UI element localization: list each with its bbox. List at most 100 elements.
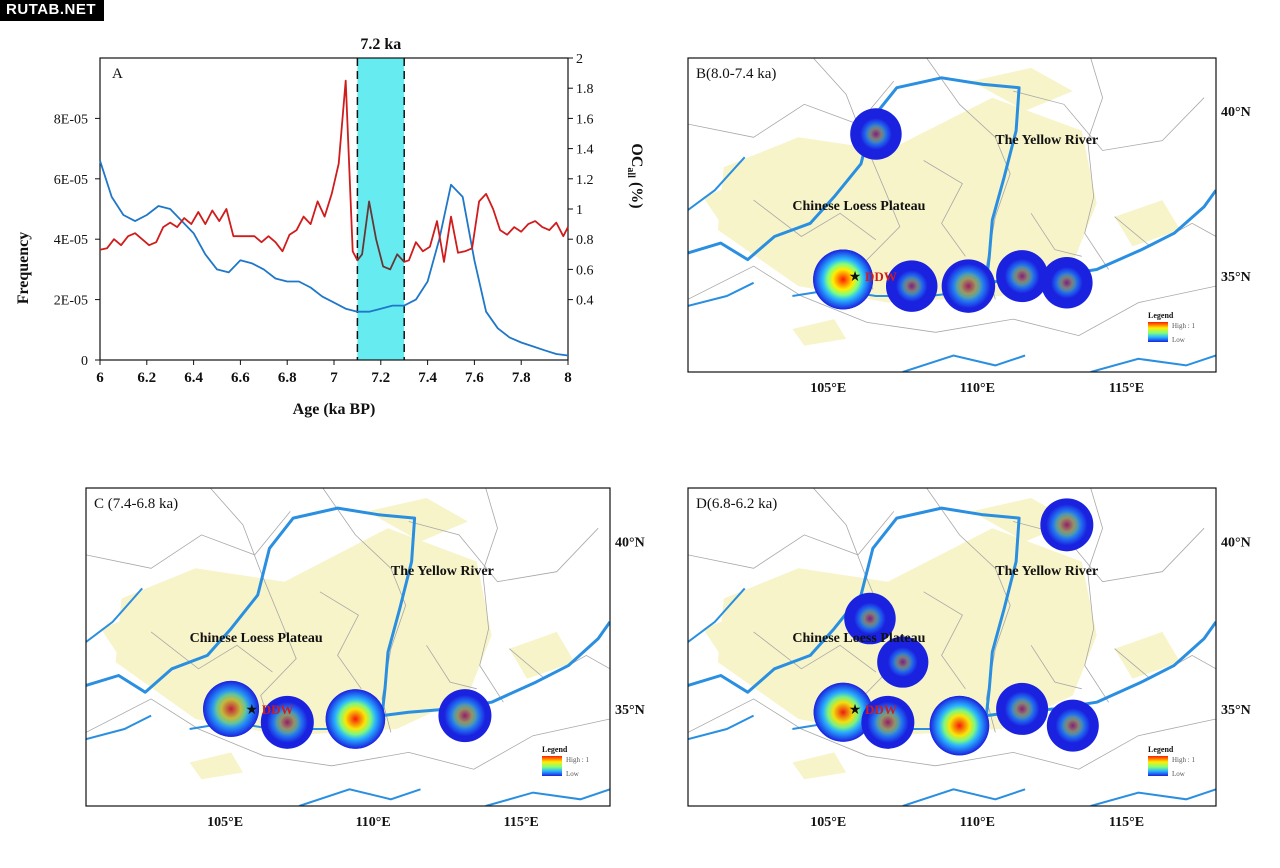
x-tick-label: 8	[564, 370, 572, 386]
x-axis-label: Age (ka BP)	[293, 401, 376, 418]
oc-line-band-segment	[356, 201, 405, 271]
map-body: ★ DDW The Yellow River Chinese Loess Platea…	[688, 58, 1216, 372]
border-line	[408, 521, 599, 583]
border-line	[753, 631, 877, 673]
yellow-river	[688, 76, 1216, 285]
lon-tick-label: 110°E	[960, 815, 995, 830]
river-tributary	[86, 587, 143, 643]
river-tributary	[688, 587, 746, 643]
y-tick-label: 4E-05	[54, 233, 88, 248]
river-tributary	[298, 788, 421, 806]
loess-patch	[1114, 200, 1181, 247]
panel-label: C (7.4-6.8 ka)	[94, 496, 178, 512]
y-tick-label: 6E-05	[54, 173, 88, 188]
hotspot-core	[1004, 691, 1040, 727]
region-label-plateau: Chinese Loess Plateau	[792, 199, 925, 214]
panel-c-map: ★ DDW The Yellow River Chinese Loess Platea…	[85, 487, 645, 830]
chart-title: 7.2 ka	[360, 36, 401, 53]
x-tick-label: 6.2	[137, 370, 156, 386]
oc-line	[99, 79, 569, 271]
river-tributary	[688, 714, 755, 741]
loess-patch	[509, 631, 575, 679]
border-line	[923, 160, 966, 257]
x-tick-label: 7.2	[371, 370, 390, 386]
y2-tick-label: 1.6	[576, 112, 594, 127]
river-tributary	[1090, 788, 1216, 806]
y2-axis-label: OCall (%)	[625, 143, 645, 208]
y2-tick-label: 1.2	[576, 173, 594, 188]
y2-tick-label: 0.8	[576, 233, 594, 248]
y-tick-label: 8E-05	[54, 112, 88, 127]
site-label: DDW	[262, 702, 294, 717]
hotspot-core	[887, 647, 918, 677]
loess-patch	[792, 752, 847, 780]
hotspot-core	[266, 701, 308, 743]
y2-tick-label: 2	[576, 52, 583, 67]
region-label-river: The Yellow River	[391, 564, 494, 579]
legend-high-label: High : 1	[1172, 756, 1195, 764]
legend-swatch	[1148, 756, 1168, 776]
legend-swatch	[1148, 322, 1168, 342]
x-tick-label: 6.8	[278, 370, 297, 386]
x-tick-label: 6.4	[184, 370, 203, 386]
lat-tick-label: 40°N	[1221, 536, 1251, 551]
hotspot-core	[1055, 708, 1091, 744]
site-star: ★	[246, 703, 259, 718]
panel-d-map: ★ DDW The Yellow River Chinese Loess Platea…	[687, 487, 1251, 830]
border-line	[688, 698, 1216, 770]
site-label: DDW	[865, 702, 897, 717]
panel-label: D(6.8-6.2 ka)	[696, 496, 777, 512]
border-line	[1030, 213, 1082, 257]
site-star: ★	[849, 270, 862, 285]
x-tick-label: 6.6	[231, 370, 250, 386]
legend-low-label: Low	[566, 770, 580, 778]
y2-tick-label: 1.8	[576, 82, 594, 97]
border-line	[1084, 488, 1109, 703]
river-tributary	[86, 714, 152, 741]
border-line	[86, 698, 610, 770]
lon-tick-label: 115°E	[504, 815, 539, 830]
lat-tick-label: 35°N	[1221, 703, 1251, 718]
border-line	[688, 265, 1216, 337]
border-line	[150, 631, 273, 673]
hotspot-core	[854, 602, 886, 635]
y2-tick-label: 1	[576, 203, 583, 218]
region-label-river: The Yellow River	[995, 133, 1098, 148]
panel-b-map: ★ DDW The Yellow River Chinese Loess Platea…	[687, 57, 1251, 396]
hotspot-core	[1051, 266, 1083, 299]
region-label-plateau: Chinese Loess Plateau	[190, 631, 323, 646]
lon-tick-label: 105°E	[810, 815, 846, 830]
border-line	[688, 511, 895, 569]
hotspot-core	[860, 118, 892, 150]
loess-patch	[702, 183, 757, 224]
yellow-river	[688, 506, 1216, 718]
site-label: DDW	[865, 269, 897, 284]
y-tick-label: 0	[81, 354, 88, 369]
lat-tick-label: 40°N	[1221, 105, 1251, 120]
loess-patch	[717, 97, 1097, 303]
loess-patch	[115, 528, 492, 736]
lon-tick-label: 110°E	[960, 381, 995, 396]
x-tick-label: 7.8	[512, 370, 531, 386]
hotspot-core	[444, 694, 486, 737]
lat-tick-label: 35°N	[1221, 270, 1251, 285]
river-tributary	[1090, 354, 1216, 372]
loess-patch	[792, 319, 847, 346]
map-frame	[687, 487, 1217, 807]
legend-title: Legend	[1148, 745, 1174, 754]
border-line	[319, 591, 362, 690]
lat-tick-label: 40°N	[615, 536, 645, 551]
x-tick-label: 6	[96, 370, 104, 386]
loess-patch	[1114, 631, 1181, 679]
lon-tick-label: 115°E	[1109, 381, 1144, 396]
map-frame	[85, 487, 611, 807]
highlight-band	[357, 58, 405, 360]
loess-patch	[717, 528, 1097, 736]
border-line	[479, 488, 504, 703]
hotspot-core	[895, 270, 928, 302]
panel-label: A	[112, 66, 123, 82]
y2-tick-label: 1.4	[576, 143, 594, 158]
legend-title: Legend	[542, 745, 568, 754]
hotspot-core	[946, 263, 991, 309]
